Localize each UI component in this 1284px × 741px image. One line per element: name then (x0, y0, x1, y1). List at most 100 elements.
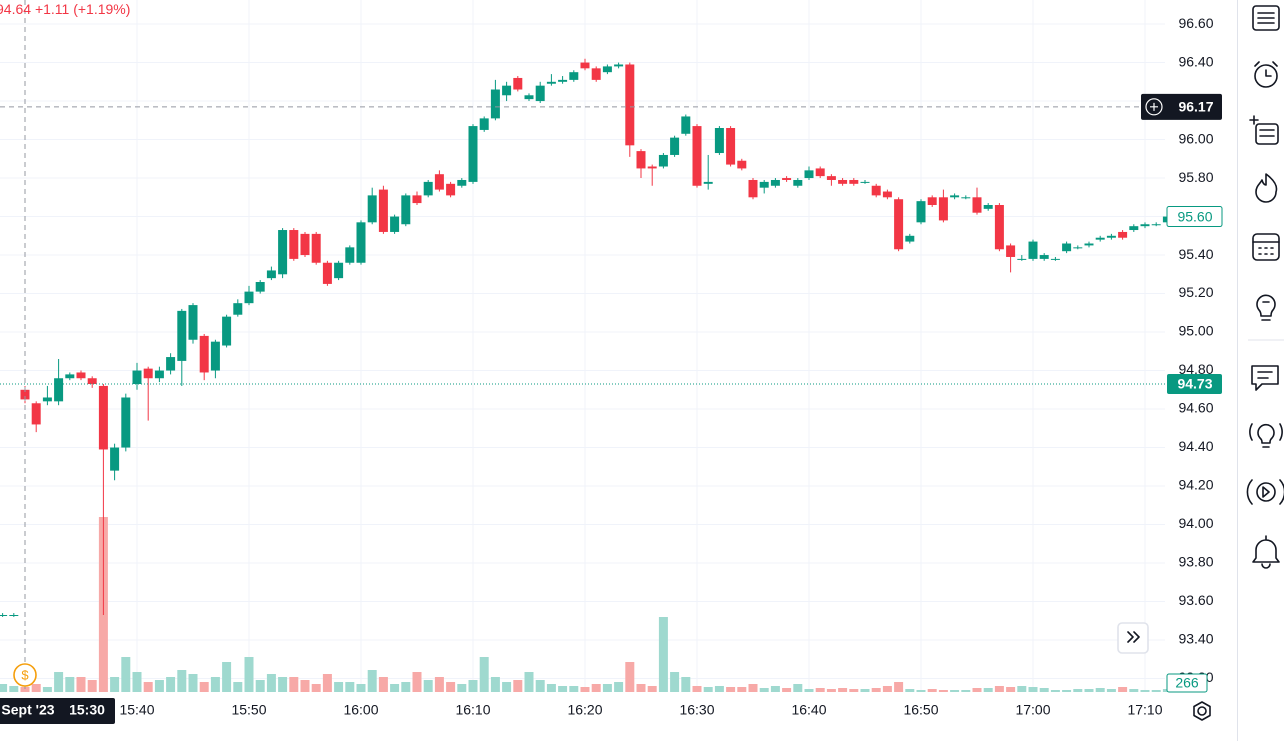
candle-body (524, 95, 534, 100)
candle-body (132, 370, 142, 385)
streams-button[interactable] (1249, 423, 1283, 448)
candle-body (199, 335, 209, 373)
y-tick-label: 95.00 (1178, 323, 1213, 339)
volume-bar (322, 674, 332, 692)
last-price-label: 95.60 (1177, 208, 1212, 224)
candle-body (1140, 224, 1150, 227)
volume-bar (278, 677, 288, 692)
candle-body (916, 201, 926, 223)
candle-body (770, 179, 780, 186)
volume-bar (1140, 690, 1150, 692)
volume-bar (804, 689, 814, 692)
volume-bar (121, 657, 131, 692)
candle-body (905, 235, 915, 242)
candle-body (468, 126, 478, 182)
candle-body (434, 174, 444, 190)
y-tick-label: 95.80 (1178, 169, 1213, 185)
prev-close-box (1167, 374, 1222, 395)
candle-body (591, 68, 601, 80)
candle-body (1129, 226, 1139, 231)
volume-bar (1084, 689, 1094, 692)
candle-body (1006, 245, 1016, 257)
add-alert-icon[interactable] (1145, 98, 1163, 116)
notifications-button[interactable] (1252, 535, 1280, 569)
hotlists-button[interactable] (1255, 173, 1278, 203)
legend-close: 94.64 (0, 1, 31, 17)
candle-body (412, 195, 422, 204)
volume-bar (513, 680, 523, 692)
calendar-button[interactable] (1252, 233, 1280, 261)
x-tick-label: 16:40 (791, 702, 826, 718)
candle-body (826, 176, 836, 180)
volume-bar (367, 670, 377, 692)
object-tree-button[interactable] (1249, 115, 1279, 145)
candle-body (692, 126, 702, 186)
volume-bar (334, 682, 344, 692)
alerts-button[interactable] (1254, 61, 1278, 88)
volume-bar (378, 677, 388, 692)
volume-bar (1017, 686, 1027, 692)
volume-bar (569, 686, 579, 692)
volume-bar (490, 677, 500, 692)
volume-bar (1006, 687, 1016, 692)
plot-area (0, 0, 1172, 692)
volume-bar (871, 688, 881, 692)
volume-bar (401, 682, 411, 692)
volume-bar (782, 688, 792, 692)
volume-bar (345, 682, 355, 692)
chats-button[interactable] (1251, 365, 1279, 391)
volume-bar (255, 680, 265, 692)
candle-body (1095, 237, 1105, 240)
crosshair-time-box (0, 698, 115, 724)
volume-bar (961, 690, 971, 692)
watchlist-button[interactable] (1252, 5, 1280, 31)
volume-bar (1106, 689, 1116, 692)
candle-body (278, 230, 288, 275)
volume-bar (457, 684, 467, 692)
candle-body (490, 89, 500, 119)
candle-body (322, 262, 332, 284)
candle-body (87, 378, 97, 385)
y-tick-label: 95.40 (1178, 246, 1213, 262)
crosshair-date-label: Sept '23 (1, 702, 54, 718)
dividend-marker[interactable]: $ (13, 663, 37, 687)
volume-bar (815, 688, 825, 692)
volume-label-box (1166, 673, 1208, 693)
volume-bar (412, 672, 422, 692)
candle-body (1062, 243, 1072, 252)
x-tick-label: 17:00 (1015, 702, 1050, 718)
y-tick-label: 94.20 (1178, 477, 1213, 493)
volume-bar (188, 674, 198, 692)
candle-body (894, 199, 904, 250)
add-alert-plus (1150, 102, 1158, 111)
ideas-button[interactable] (1256, 294, 1276, 321)
candle-body (177, 310, 187, 361)
crosshair-price-box (1141, 93, 1222, 120)
volume-bar (9, 686, 19, 692)
volume-bar (210, 677, 220, 692)
y-tick-label: 93.60 (1178, 592, 1213, 608)
volume-bar (311, 684, 321, 692)
dividend-icon: $ (21, 667, 29, 682)
candle-body (311, 233, 321, 263)
volume-bar (1151, 690, 1161, 692)
candle-body (110, 447, 120, 471)
scroll-right-button[interactable] (1117, 622, 1149, 654)
volume-bar (132, 672, 142, 692)
candle-body (98, 385, 108, 450)
broadcast-button[interactable] (1246, 479, 1284, 505)
volume-bar (681, 677, 691, 692)
volume-bar (20, 687, 30, 692)
volume-bar (434, 677, 444, 692)
settings-button[interactable] (1193, 701, 1211, 721)
candle-body (143, 368, 153, 379)
volume-bar (1028, 687, 1038, 692)
volume-bar (356, 684, 366, 692)
candle-body (367, 195, 377, 223)
candle-body (266, 270, 276, 279)
candle-body (300, 233, 310, 256)
volume-bar (759, 688, 769, 692)
candle-body (927, 197, 937, 206)
volume-bar (838, 688, 848, 692)
